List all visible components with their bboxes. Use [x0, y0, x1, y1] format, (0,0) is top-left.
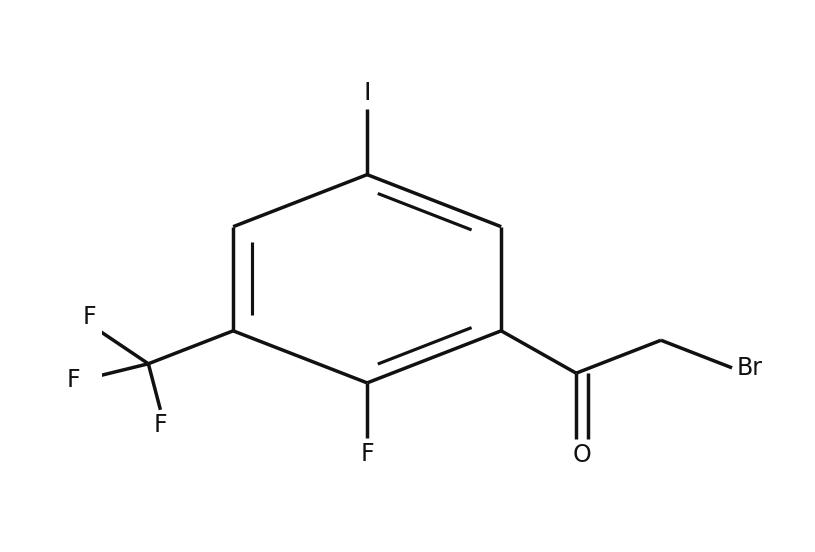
Text: Br: Br — [737, 356, 763, 380]
Text: F: F — [66, 368, 80, 392]
Text: F: F — [82, 305, 96, 328]
Text: F: F — [360, 442, 374, 465]
Text: O: O — [572, 443, 591, 468]
Text: F: F — [153, 413, 167, 437]
Text: I: I — [363, 81, 371, 105]
